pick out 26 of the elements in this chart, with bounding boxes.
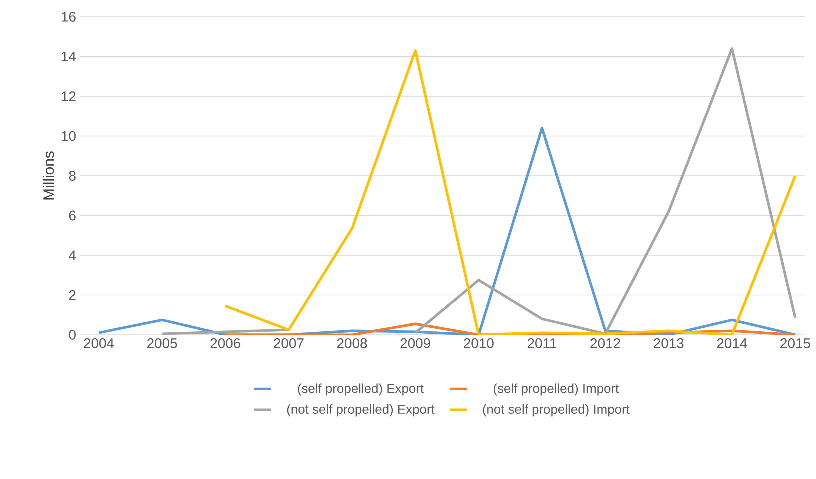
x-tick-label: 2009: [400, 338, 430, 348]
x-tick-label: 2006: [210, 338, 241, 348]
x-tick-label: 2007: [274, 338, 304, 348]
x-tick-label: 2010: [464, 338, 494, 348]
y-tick-label: 2: [69, 290, 76, 300]
legend-label: (self propelled) Export: [298, 384, 424, 396]
y-tick-label: 8: [69, 171, 76, 181]
x-tick-label: 2014: [717, 338, 748, 348]
x-tick-label: 2012: [590, 338, 620, 348]
y-tick-label: 6: [69, 210, 76, 221]
y-tick-label: 14: [62, 52, 76, 62]
legend-label: (not self propelled) Import: [483, 404, 630, 417]
x-tick-label: 2005: [148, 338, 178, 348]
x-tick-label: 2008: [337, 338, 368, 348]
x-tick-label: 2015: [780, 338, 810, 348]
y-tick-label: 12: [62, 92, 76, 102]
y-axis-title: Millions: [43, 152, 54, 200]
y-tick-label: 0: [69, 330, 76, 340]
legend-label: (not self propelled) Export: [287, 404, 435, 417]
y-tick-label: 4: [69, 250, 76, 260]
legend-label: (self propelled) Import: [494, 384, 620, 396]
x-tick-label: 2013: [654, 338, 684, 348]
x-tick-label: 2004: [84, 338, 114, 348]
y-tick-label: 10: [62, 131, 76, 142]
y-tick-label: 16: [62, 12, 76, 22]
x-tick-label: 2011: [528, 338, 557, 348]
